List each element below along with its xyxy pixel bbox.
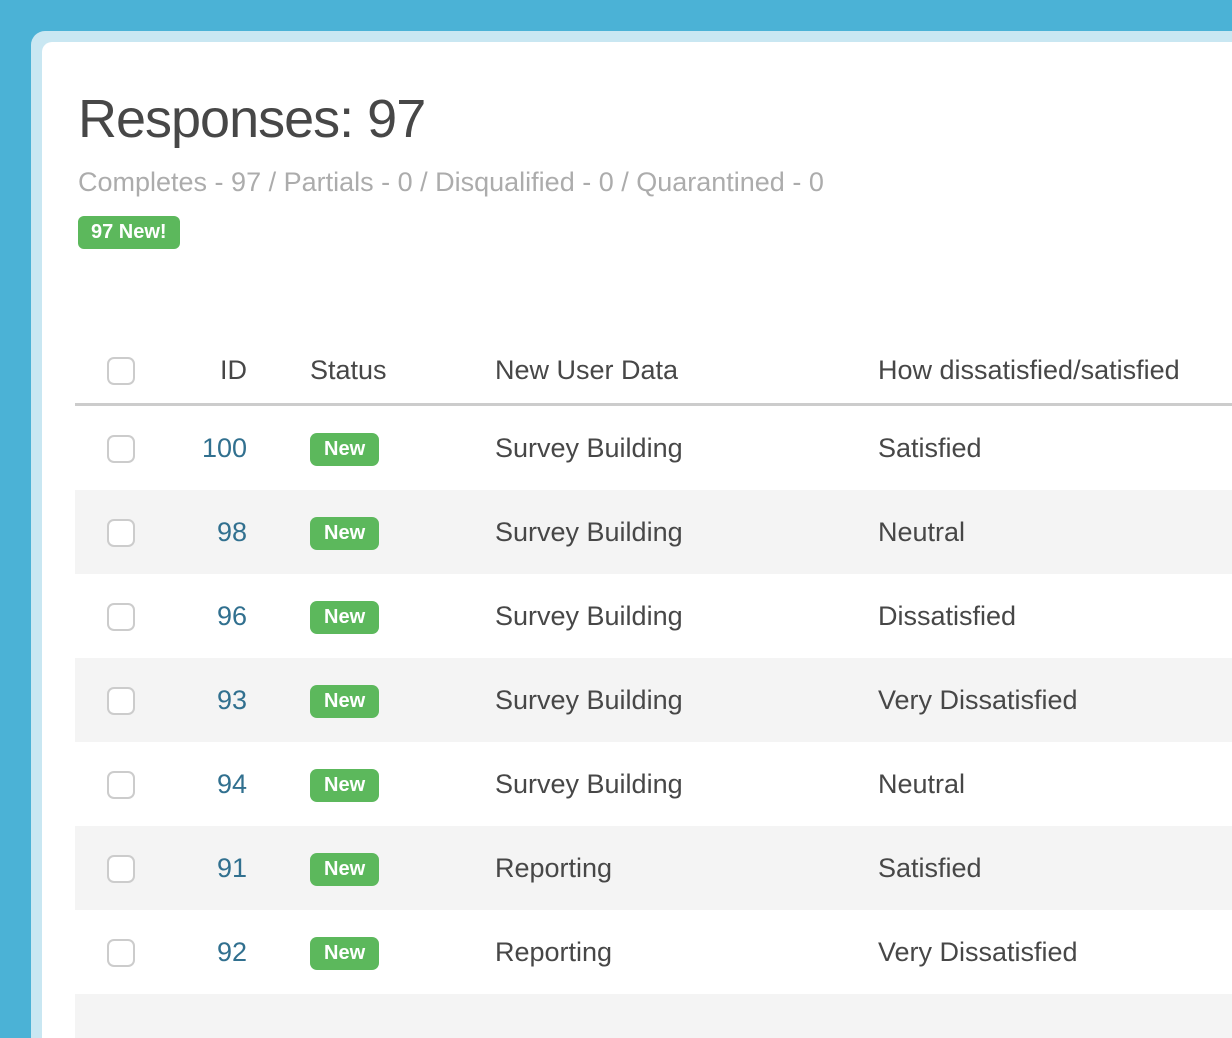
table-row[interactable]: 92 New Reporting Very Dissatisfied <box>75 910 1232 994</box>
table-row[interactable]: 96 New Survey Building Dissatisfied <box>75 574 1232 658</box>
response-id-cell: 96 <box>160 601 274 632</box>
new-user-data-cell: Survey Building <box>495 684 683 715</box>
status-cell: New <box>274 851 459 886</box>
row-checkbox-cell <box>75 433 160 464</box>
table-header-row: ID Status New User Data How dissatisfied… <box>75 337 1232 406</box>
table-row[interactable]: 93 New Survey Building Very Dissatisfied <box>75 658 1232 742</box>
status-badge: New <box>310 852 380 886</box>
card-frame: Responses: 97 Completes - 97 / Partials … <box>31 31 1232 1038</box>
response-id-link[interactable]: 92 <box>216 936 247 967</box>
status-cell: New <box>274 767 459 802</box>
row-checkbox[interactable] <box>107 939 135 968</box>
status-badge: New <box>310 684 380 718</box>
response-id-link[interactable]: 93 <box>216 684 247 715</box>
status-badge: New <box>310 768 380 802</box>
column-header-new-user-data: New User Data <box>495 354 679 385</box>
status-cell: New <box>274 515 459 550</box>
row-checkbox[interactable] <box>107 435 135 464</box>
table-row-partial <box>75 994 1232 1038</box>
row-checkbox[interactable] <box>107 603 135 632</box>
column-header-status: Status <box>310 354 387 385</box>
new-user-data-cell: Survey Building <box>495 768 683 799</box>
response-id-link[interactable]: 94 <box>216 768 247 799</box>
content-card: Responses: 97 Completes - 97 / Partials … <box>42 42 1232 1038</box>
status-cell: New <box>274 935 459 970</box>
row-checkbox[interactable] <box>107 771 135 800</box>
page-background: { "page": { "title": "Responses: 97", "s… <box>31 31 1232 1038</box>
new-responses-badge: 97 New! <box>78 216 180 249</box>
table-row[interactable]: 94 New Survey Building Neutral <box>75 742 1232 826</box>
response-id-link[interactable]: 96 <box>216 600 247 631</box>
table-row[interactable]: 100 New Survey Building Satisfied <box>75 406 1232 490</box>
status-cell: New <box>274 599 459 634</box>
response-id-cell: 98 <box>160 517 274 548</box>
page-title: Responses: 97 <box>78 89 426 149</box>
new-user-data-cell: Reporting <box>495 936 613 967</box>
satisfaction-cell: Neutral <box>878 768 966 799</box>
new-user-data-cell: Survey Building <box>495 600 683 631</box>
select-all-checkbox[interactable] <box>107 357 135 386</box>
satisfaction-cell: Very Dissatisfied <box>878 936 1078 967</box>
response-summary: Completes - 97 / Partials - 0 / Disquali… <box>78 167 824 197</box>
row-checkbox-cell <box>75 937 160 968</box>
row-checkbox[interactable] <box>107 519 135 548</box>
satisfaction-cell: Satisfied <box>878 852 982 883</box>
status-badge: New <box>310 432 380 466</box>
new-user-data-cell: Reporting <box>495 852 613 883</box>
response-id-cell: 91 <box>160 853 274 884</box>
row-checkbox[interactable] <box>107 687 135 716</box>
new-user-data-cell: Survey Building <box>495 432 683 463</box>
header-checkbox-cell <box>75 355 160 386</box>
row-checkbox-cell <box>75 601 160 632</box>
satisfaction-cell: Dissatisfied <box>878 600 1017 631</box>
response-id-cell: 92 <box>160 937 274 968</box>
response-id-cell: 93 <box>160 685 274 716</box>
satisfaction-cell: Neutral <box>878 516 966 547</box>
response-id-link[interactable]: 98 <box>216 516 247 547</box>
row-checkbox-cell <box>75 685 160 716</box>
row-checkbox-cell <box>75 769 160 800</box>
row-checkbox-cell <box>75 517 160 548</box>
status-badge: New <box>310 936 380 970</box>
satisfaction-cell: Very Dissatisfied <box>878 684 1078 715</box>
responses-table: ID Status New User Data How dissatisfied… <box>75 337 1232 1038</box>
column-header-satisfaction: How dissatisfied/satisfied <box>878 354 1180 385</box>
table-row[interactable]: 98 New Survey Building Neutral <box>75 490 1232 574</box>
response-id-cell: 100 <box>160 433 274 464</box>
new-user-data-cell: Survey Building <box>495 516 683 547</box>
status-badge: New <box>310 516 380 550</box>
status-cell: New <box>274 431 459 466</box>
row-checkbox-cell <box>75 853 160 884</box>
status-cell: New <box>274 683 459 718</box>
response-id-cell: 94 <box>160 769 274 800</box>
response-id-link[interactable]: 91 <box>216 852 247 883</box>
response-id-link[interactable]: 100 <box>201 432 247 463</box>
table-row[interactable]: 91 New Reporting Satisfied <box>75 826 1232 910</box>
satisfaction-cell: Satisfied <box>878 432 982 463</box>
table-body: 100 New Survey Building Satisfied 98 New… <box>75 406 1232 994</box>
row-checkbox[interactable] <box>107 855 135 884</box>
status-badge: New <box>310 600 380 634</box>
column-header-id: ID <box>220 354 247 385</box>
